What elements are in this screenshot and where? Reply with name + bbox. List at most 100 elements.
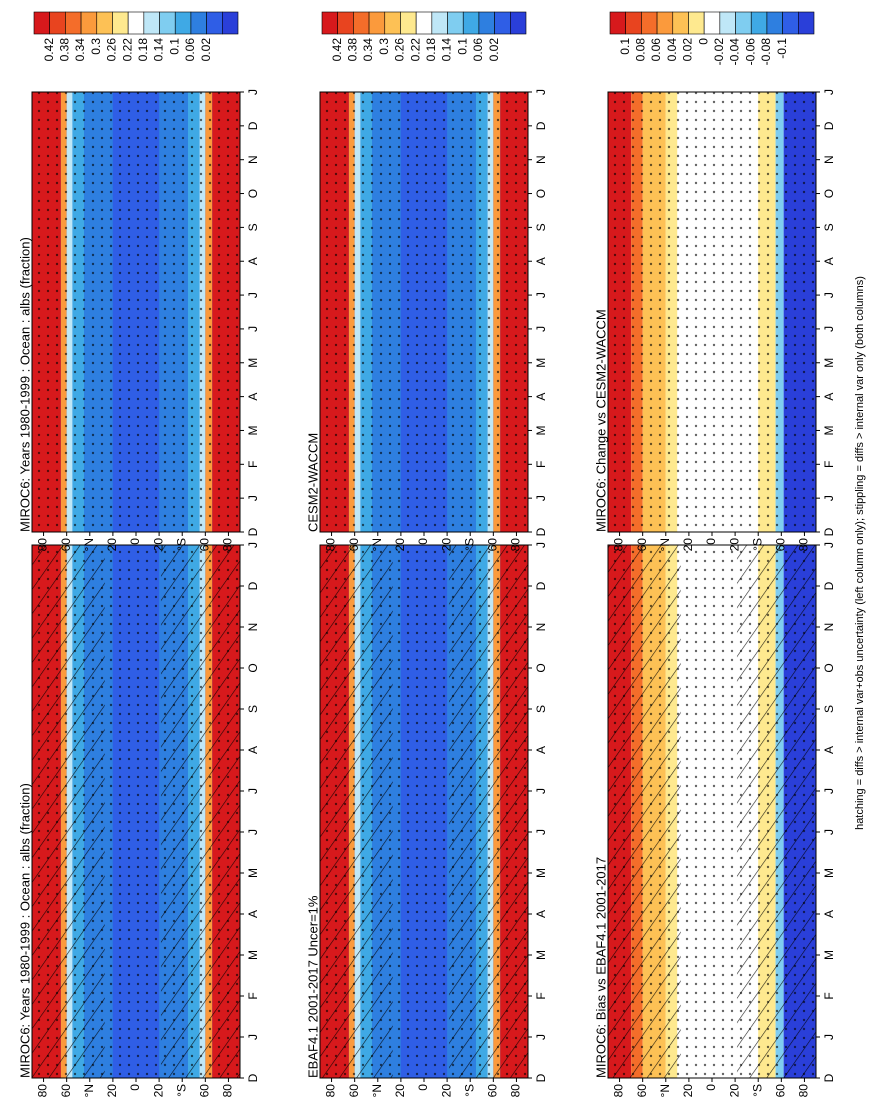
month-label: J bbox=[534, 495, 548, 501]
month-label: J bbox=[534, 829, 548, 835]
stippling bbox=[608, 545, 816, 1078]
lat-label: 20 bbox=[681, 538, 695, 552]
month-label: J bbox=[246, 1034, 260, 1040]
colorbar-swatch bbox=[672, 11, 689, 35]
colorbar-swatch bbox=[127, 11, 145, 35]
month-label: F bbox=[822, 992, 836, 999]
lat-label: °N bbox=[82, 1084, 96, 1097]
colorbar-label: 0.3 bbox=[89, 38, 103, 55]
month-label: M bbox=[822, 425, 836, 435]
lat-label: 20 bbox=[151, 538, 165, 552]
colorbar-swatch bbox=[112, 11, 129, 35]
month-label: M bbox=[822, 868, 836, 878]
lat-label: 80 bbox=[221, 538, 235, 552]
month-label: S bbox=[246, 223, 260, 231]
month-label: A bbox=[822, 746, 836, 754]
colorbar-swatch bbox=[431, 11, 448, 35]
month-label: O bbox=[822, 189, 836, 198]
colorbar-label: -0.02 bbox=[712, 38, 726, 66]
colorbar-label: 0.06 bbox=[649, 38, 663, 62]
lat-label: °N bbox=[370, 1084, 384, 1097]
colorbar-swatch bbox=[159, 11, 176, 35]
colorbar-swatch bbox=[49, 11, 66, 35]
month-label: A bbox=[822, 393, 836, 401]
panel-title: MIROC6: Bias vs EBAF4.1 2001-2017 bbox=[594, 857, 609, 1078]
colorbar-swatch bbox=[415, 11, 433, 35]
lat-label: 60 bbox=[774, 1084, 788, 1098]
month-label: M bbox=[822, 950, 836, 960]
colorbar-swatch bbox=[447, 11, 464, 35]
lat-label: 80 bbox=[324, 1084, 338, 1098]
colorbar-swatch bbox=[174, 11, 192, 35]
month-label: N bbox=[534, 155, 548, 164]
month-label: J bbox=[534, 89, 548, 95]
colorbar-swatch bbox=[625, 11, 642, 35]
lat-label: 80 bbox=[324, 538, 338, 552]
colorbar-label: -0.06 bbox=[743, 38, 757, 66]
lat-label: 20 bbox=[727, 538, 741, 552]
month-label: A bbox=[534, 910, 548, 918]
lat-label: 20 bbox=[105, 1084, 119, 1098]
lat-label: 60 bbox=[198, 538, 212, 552]
colorbar-swatch bbox=[206, 11, 223, 35]
month-label: J bbox=[534, 542, 548, 548]
month-label: A bbox=[246, 393, 260, 401]
month-label: D bbox=[822, 1073, 836, 1082]
month-label: S bbox=[534, 705, 548, 713]
colorbar-swatch bbox=[462, 11, 480, 35]
month-label: A bbox=[534, 746, 548, 754]
colorbar-label: 0.22 bbox=[408, 38, 422, 62]
month-label: M bbox=[246, 425, 260, 435]
month-label: N bbox=[822, 623, 836, 632]
month-label: M bbox=[534, 950, 548, 960]
month-label: S bbox=[822, 705, 836, 713]
lat-label: °N bbox=[370, 538, 384, 551]
lat-label: 0 bbox=[416, 1084, 430, 1091]
lat-label: 60 bbox=[635, 538, 649, 552]
month-label: A bbox=[534, 257, 548, 265]
colorbar-label: 0.42 bbox=[42, 38, 56, 62]
month-label: S bbox=[534, 223, 548, 231]
colorbar-swatch bbox=[96, 11, 113, 35]
colorbar-label: -0.1 bbox=[775, 38, 789, 59]
month-label: J bbox=[822, 292, 836, 298]
month-label: S bbox=[246, 705, 260, 713]
month-label: M bbox=[246, 358, 260, 368]
colorbar-label: 0.06 bbox=[183, 38, 197, 62]
lat-label: 0 bbox=[128, 538, 142, 545]
month-label: O bbox=[534, 189, 548, 198]
colorbar-label: 0.06 bbox=[471, 38, 485, 62]
lat-label: °N bbox=[658, 538, 672, 551]
panel-title: EBAF4.1 2001-2017 Uncer=1% bbox=[306, 895, 321, 1078]
month-label: J bbox=[822, 788, 836, 794]
colorbar-swatch bbox=[143, 11, 160, 35]
lat-label: 80 bbox=[509, 1084, 523, 1098]
month-label: A bbox=[822, 910, 836, 918]
lat-label: 20 bbox=[393, 1084, 407, 1098]
stippling bbox=[32, 545, 240, 1078]
month-label: M bbox=[822, 358, 836, 368]
colorbar-label: 0.34 bbox=[73, 38, 87, 62]
colorbar-swatch bbox=[719, 11, 736, 35]
panel-title: CESM2-WACCM bbox=[306, 433, 321, 532]
month-label: J bbox=[822, 326, 836, 332]
lat-label: 20 bbox=[681, 1084, 695, 1098]
month-label: D bbox=[822, 581, 836, 590]
lat-label: 0 bbox=[128, 1084, 142, 1091]
month-label: J bbox=[822, 542, 836, 548]
colorbar-label: 0.02 bbox=[487, 38, 501, 62]
lat-label: °S bbox=[174, 1084, 188, 1097]
month-label: S bbox=[822, 223, 836, 231]
month-label: D bbox=[534, 527, 548, 536]
month-label: O bbox=[246, 189, 260, 198]
month-label: J bbox=[822, 829, 836, 835]
panel-title: MIROC6: Years 1980-1999 : Ocean : albs (… bbox=[18, 783, 33, 1078]
month-label: O bbox=[246, 663, 260, 672]
lat-label: 60 bbox=[59, 538, 73, 552]
